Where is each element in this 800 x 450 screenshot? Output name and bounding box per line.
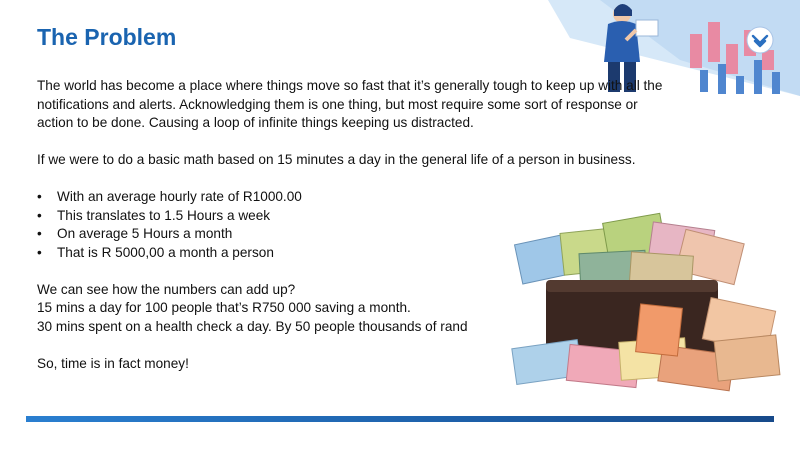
add-up-line: 15 mins a day for 100 people that’s R750… <box>37 300 411 315</box>
bullet-item: This translates to 1.5 Hours a week <box>37 207 677 226</box>
bullet-list: With an average hourly rate of R1000.00 … <box>37 188 677 262</box>
add-up-line: We can see how the numbers can add up? <box>37 281 296 297</box>
wallet-banknotes-image <box>511 212 781 392</box>
closing-line: So, time is in fact money! <box>37 355 189 371</box>
slide-body: The world has become a place where thing… <box>37 77 677 373</box>
add-up-line: 30 mins spent on a health check a day. B… <box>37 318 468 334</box>
slide-title: The Problem <box>37 24 177 50</box>
brand-logo-icon <box>746 26 774 54</box>
bullet-item: On average 5 Hours a month <box>37 225 677 244</box>
chart-illustration-banner <box>548 0 800 96</box>
footer-bar <box>26 416 774 422</box>
intro-paragraph: The world has become a place where thing… <box>37 78 663 130</box>
bullet-item: With an average hourly rate of R1000.00 <box>37 188 677 207</box>
math-lead-paragraph: If we were to do a basic math based on 1… <box>37 152 636 167</box>
bullet-item: That is R 5000,00 a month a person <box>37 244 677 263</box>
